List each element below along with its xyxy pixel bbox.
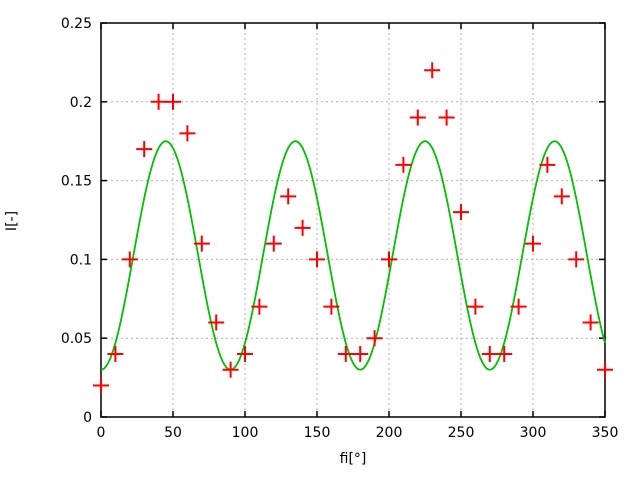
data-point-marker xyxy=(193,235,210,252)
data-point-marker xyxy=(136,141,153,158)
x-tick-label: 50 xyxy=(164,425,182,441)
data-point-marker xyxy=(424,62,441,79)
y-tick-label: 0.15 xyxy=(61,174,92,190)
data-point-marker xyxy=(582,314,599,331)
data-point-marker xyxy=(438,109,455,126)
data-point-marker xyxy=(395,156,412,173)
data-point-marker xyxy=(496,345,513,362)
data-point-marker xyxy=(352,345,369,362)
data-point-marker xyxy=(409,109,426,126)
data-point-marker xyxy=(237,345,253,362)
data-point-marker xyxy=(251,298,268,315)
data-point-marker xyxy=(265,235,282,252)
x-axis-label: fi[°] xyxy=(339,451,367,467)
tick-labels: 0 50 100 150 200 250 300 350 0 0.05 0.1 0.15 0.2 0.25 xyxy=(61,16,619,441)
data-point-marker xyxy=(467,298,484,315)
x-tick-label: 300 xyxy=(520,425,547,441)
data-point-marker xyxy=(539,156,556,173)
data-point-marker xyxy=(294,219,311,236)
data-point-marker xyxy=(179,125,196,142)
data-point-marker xyxy=(280,188,297,205)
data-point-marker xyxy=(453,204,469,221)
data-point-marker xyxy=(525,235,541,252)
y-tick-label: 0.1 xyxy=(70,252,92,268)
y-tick-label: 0 xyxy=(83,410,92,426)
x-tick-label: 100 xyxy=(232,425,259,441)
data-point-marker xyxy=(510,298,527,315)
data-point-marker xyxy=(222,361,239,378)
x-tick-label: 150 xyxy=(304,425,331,441)
data-point-marker xyxy=(107,345,124,362)
data-point-marker xyxy=(337,345,354,362)
data-point-marker xyxy=(150,93,167,110)
x-tick-label: 200 xyxy=(376,425,403,441)
data-point-marker xyxy=(381,251,397,268)
data-point-marker xyxy=(366,330,383,347)
data-point-marker xyxy=(323,298,340,315)
fit-curve xyxy=(100,140,606,371)
x-tick-label: 250 xyxy=(448,425,475,441)
data-point-marker xyxy=(309,251,325,268)
data-point-marker xyxy=(597,361,613,378)
y-tick-label: 0.05 xyxy=(61,331,92,347)
data-point-marker xyxy=(93,377,109,394)
x-tick-label: 350 xyxy=(592,425,619,441)
data-point-marker xyxy=(568,251,585,268)
data-point-marker xyxy=(481,345,498,362)
data-point-marker xyxy=(208,314,225,331)
data-point-marker xyxy=(121,251,138,268)
tick-marks xyxy=(100,22,606,418)
y-tick-label: 0.25 xyxy=(61,16,92,32)
data-point-marker xyxy=(553,188,570,205)
plot-border xyxy=(100,22,606,418)
data-points xyxy=(93,62,613,394)
y-tick-label: 0.2 xyxy=(70,95,92,111)
y-axis-label: I[-] xyxy=(4,210,20,232)
x-tick-label: 0 xyxy=(97,425,106,441)
data-point-marker xyxy=(165,93,181,110)
